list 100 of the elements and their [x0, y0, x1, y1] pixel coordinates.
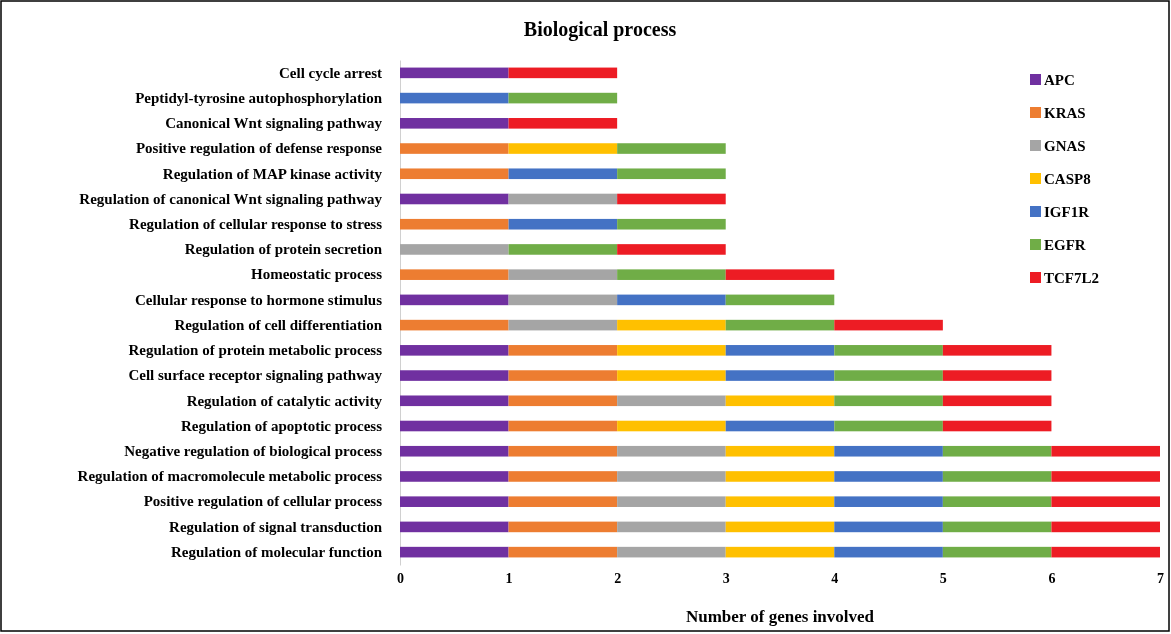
bar	[834, 471, 943, 482]
bar	[508, 92, 618, 104]
bar	[834, 319, 943, 331]
bar	[725, 294, 835, 306]
x-tick-label: 7	[1157, 570, 1164, 586]
y-tick-label: Regulation of protein secretion	[184, 241, 383, 258]
y-tick-label: Negative regulation of biological process	[124, 443, 383, 460]
bar	[617, 143, 726, 154]
bar	[1051, 445, 1160, 457]
legend-label: KRAS	[1044, 105, 1086, 121]
bar	[617, 395, 726, 407]
bar	[617, 319, 726, 331]
bar	[400, 395, 509, 407]
bar	[400, 445, 509, 457]
x-axis-title: Number of genes involved	[685, 607, 875, 626]
bar	[834, 395, 943, 407]
bar	[942, 445, 1052, 457]
legend-label: TCF7L2	[1044, 270, 1100, 286]
bar	[400, 294, 509, 306]
bar	[617, 370, 726, 381]
bar	[1051, 521, 1160, 533]
bar	[1051, 471, 1160, 482]
y-tick-label: Regulation of canonical Wnt signaling pathway	[79, 190, 383, 207]
y-tick-label: Cell cycle arrest	[278, 64, 382, 81]
bar	[942, 496, 1052, 507]
bar	[508, 345, 618, 356]
y-tick-label: Cell surface receptor signaling pathway	[128, 367, 383, 384]
y-tick-label: Homeostatic process	[251, 266, 383, 283]
bar	[942, 521, 1052, 533]
legend-label: EGFR	[1044, 237, 1086, 253]
bar	[400, 319, 509, 331]
bar	[508, 496, 618, 507]
bar	[400, 218, 509, 230]
bar	[400, 471, 509, 482]
y-tick-label: Regulation of protein metabolic process	[128, 342, 383, 359]
bar	[508, 269, 618, 280]
y-tick-label: Peptidyl-tyrosine autophosphorylation	[135, 89, 383, 106]
bar	[617, 244, 726, 255]
legend-label: GNAS	[1044, 138, 1086, 154]
bar	[617, 496, 726, 507]
bar	[617, 420, 726, 432]
bar	[1051, 546, 1160, 558]
bar	[508, 143, 618, 154]
bar	[942, 370, 1052, 381]
bar	[617, 218, 726, 230]
bar	[942, 420, 1052, 432]
y-tick-label: Regulation of cell differentiation	[174, 316, 383, 333]
bar	[617, 471, 726, 482]
bar	[725, 345, 835, 356]
x-tick-label: 5	[939, 570, 947, 586]
bar	[400, 345, 509, 356]
x-tick-label: 1	[505, 570, 513, 586]
y-tick-label: Cellular response to hormone stimulus	[135, 291, 383, 308]
bar	[617, 193, 726, 205]
y-tick-label: Regulation of catalytic activity	[186, 392, 383, 409]
y-tick-label: Canonical Wnt signaling pathway	[165, 115, 383, 132]
bar	[400, 143, 509, 154]
x-tick-label: 6	[1048, 570, 1056, 586]
bar	[834, 420, 943, 432]
bar	[725, 496, 835, 507]
bar	[508, 218, 618, 230]
y-tick-label: Regulation of molecular function	[171, 543, 383, 560]
bar	[508, 67, 618, 79]
bar	[617, 168, 726, 180]
bar	[617, 546, 726, 558]
bar	[400, 420, 509, 432]
bar	[400, 546, 509, 558]
y-tick-label: Regulation of macromolecule metabolic process	[77, 468, 383, 485]
bar	[725, 521, 835, 533]
bar	[617, 269, 726, 280]
bar	[942, 471, 1052, 482]
chart-title: Biological process	[523, 18, 677, 41]
bar	[725, 546, 835, 558]
bar	[725, 395, 835, 407]
bar	[942, 395, 1052, 407]
bar	[508, 471, 618, 482]
x-tick-label: 3	[722, 570, 730, 586]
y-tick-label: Regulation of MAP kinase activity	[162, 165, 383, 182]
bar	[725, 471, 835, 482]
legend-label: APC	[1044, 72, 1075, 88]
bar	[400, 118, 509, 129]
bar	[725, 420, 835, 432]
bar	[834, 496, 943, 507]
bar	[400, 269, 509, 280]
bar	[400, 67, 509, 79]
y-tick-label: Positive regulation of defense response	[135, 140, 383, 157]
bar	[508, 521, 618, 533]
x-tick-label: 2	[614, 570, 622, 586]
bar	[508, 445, 618, 457]
bar	[400, 244, 509, 255]
legend-label: CASP8	[1044, 171, 1091, 187]
bar	[508, 118, 618, 129]
bar	[508, 546, 618, 558]
bar	[617, 521, 726, 533]
bar	[942, 345, 1052, 356]
bar	[725, 319, 835, 331]
bar	[400, 193, 509, 205]
y-tick-label: Regulation of apoptotic process	[181, 417, 383, 434]
bar	[400, 168, 509, 180]
bar	[834, 521, 943, 533]
